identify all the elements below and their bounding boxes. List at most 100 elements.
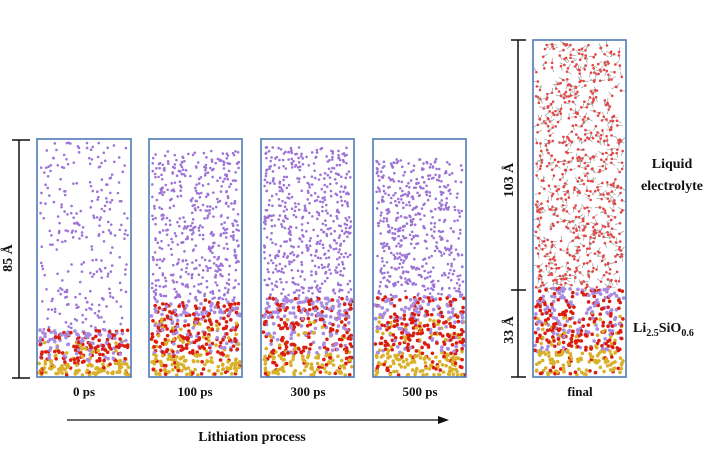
- electrolyte-atom: [431, 165, 435, 168]
- electrolyte-atom: [535, 162, 539, 165]
- electrolyte-atom: [173, 181, 177, 184]
- interface-atom: [69, 330, 73, 335]
- interface-atom: [533, 330, 538, 335]
- electrolyte-atom: [231, 222, 234, 225]
- electrolyte-atom: [153, 172, 157, 176]
- interface-atom: [345, 348, 349, 353]
- electrolyte-atom: [335, 241, 338, 245]
- electrolyte-atom: [202, 151, 206, 155]
- electrolyte-atom: [65, 157, 68, 161]
- electrolyte-atom: [228, 185, 231, 189]
- interface-atom: [187, 329, 191, 333]
- interface-atom: [88, 362, 92, 366]
- electrolyte-atom: [412, 257, 416, 261]
- electrolyte-atom: [194, 186, 197, 190]
- electrolyte-atom: [580, 47, 584, 51]
- electrolyte-atom: [90, 245, 93, 248]
- electrolyte-atom: [421, 265, 424, 268]
- electrolyte-atom: [282, 175, 286, 179]
- electrolyte-atom: [298, 165, 302, 168]
- electrolyte-atom: [120, 316, 124, 320]
- interface-atom: [48, 346, 53, 350]
- interface-atom: [617, 306, 621, 311]
- interface-atom: [576, 287, 580, 292]
- electrolyte-atom: [318, 242, 321, 246]
- interface-atom: [337, 312, 342, 317]
- electrolyte-atom: [98, 224, 101, 227]
- interface-atom: [232, 366, 237, 370]
- electrolyte-atom: [449, 192, 452, 195]
- electrolyte-atom: [402, 270, 405, 273]
- electrolyte-atom: [186, 224, 190, 228]
- electrolyte-atom: [162, 257, 166, 261]
- electrolyte-atom: [177, 258, 181, 261]
- electrolyte-atom: [585, 285, 589, 289]
- electrolyte-atom: [410, 265, 413, 268]
- electrolyte-atom: [285, 208, 289, 211]
- electrolyte-atom: [331, 152, 335, 155]
- electrolyte-atom: [604, 211, 607, 215]
- interface-atom: [267, 371, 271, 375]
- electrolyte-atom: [438, 218, 441, 222]
- electrolyte-atom: [614, 63, 617, 66]
- interface-atom: [97, 338, 101, 343]
- electrolyte-atom: [154, 222, 157, 226]
- electrolyte-atom: [605, 139, 609, 142]
- electrolyte-atom: [265, 181, 269, 184]
- electrolyte-atom: [344, 252, 348, 255]
- electrolyte-atom: [166, 150, 170, 153]
- electrolyte-atom: [566, 226, 570, 230]
- electrolyte-atom: [430, 280, 433, 284]
- interface-atom: [228, 318, 233, 322]
- electrolyte-atom: [544, 61, 548, 64]
- interface-atom: [565, 319, 570, 323]
- electrolyte-atom: [100, 188, 103, 192]
- interface-atom: [537, 360, 542, 365]
- electrolyte-atom: [594, 124, 598, 128]
- interface-atom: [442, 342, 447, 346]
- electrolyte-atom: [610, 157, 614, 161]
- electrolyte-atom: [538, 223, 541, 227]
- electrolyte-atom: [603, 225, 607, 229]
- electrolyte-atom: [345, 153, 348, 157]
- interface-atom: [226, 336, 231, 340]
- electrolyte-atom: [199, 208, 202, 212]
- interface-atom: [444, 363, 449, 368]
- interface-atom: [83, 346, 88, 351]
- interface-atom: [264, 346, 269, 351]
- interface-atom: [399, 365, 404, 369]
- electrolyte-atom: [237, 160, 241, 164]
- interface-atom: [377, 315, 382, 320]
- electrolyte-atom: [195, 299, 199, 302]
- electrolyte-atom: [402, 206, 405, 210]
- electrolyte-atom: [194, 189, 198, 192]
- electrolyte-atom: [397, 234, 400, 238]
- interface-atom: [436, 322, 440, 327]
- interface-atom: [552, 322, 556, 327]
- electrolyte-atom: [108, 291, 112, 295]
- electrolyte-atom: [345, 146, 348, 150]
- interface-atom: [426, 327, 430, 332]
- interface-atom: [348, 342, 353, 346]
- interface-atom: [595, 333, 600, 338]
- electrolyte-atom: [110, 198, 114, 202]
- electrolyte-atom: [105, 305, 108, 308]
- interface-atom: [210, 302, 214, 306]
- interface-atom: [285, 306, 289, 310]
- electrolyte-atom: [300, 223, 304, 226]
- electrolyte-atom: [151, 156, 155, 160]
- electrolyte-atom: [112, 144, 116, 147]
- interface-atom: [420, 345, 424, 350]
- interface-atom: [166, 338, 171, 343]
- electrolyte-atom: [608, 105, 612, 108]
- electrolyte-atom: [386, 279, 389, 282]
- electrolyte-atom: [442, 208, 446, 211]
- interface-atom: [93, 372, 98, 377]
- electrolyte-atom: [323, 177, 326, 180]
- electrolyte-atom: [601, 129, 604, 132]
- interface-atom: [547, 354, 551, 358]
- electrolyte-atom: [563, 63, 566, 67]
- electrolyte-atom: [180, 165, 184, 169]
- electrolyte-atom: [393, 255, 397, 259]
- electrolyte-atom: [263, 278, 267, 282]
